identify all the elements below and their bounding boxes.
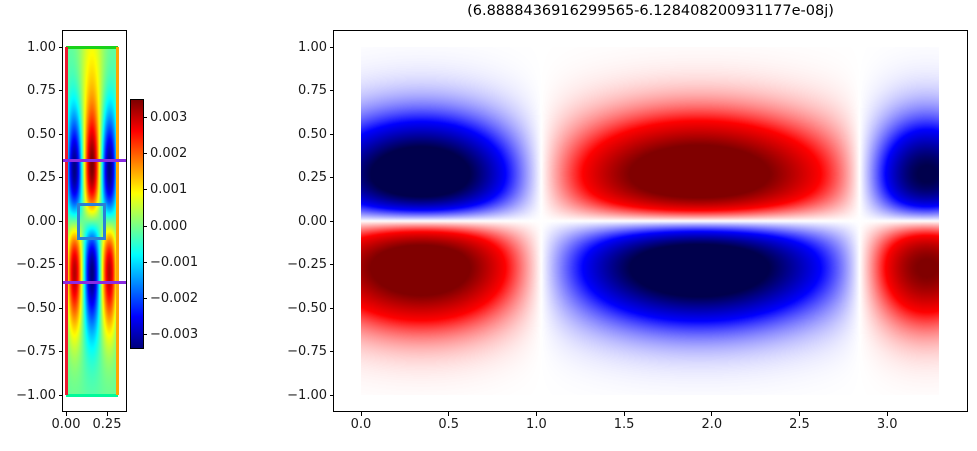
left-xtick-label: 0.00 bbox=[51, 417, 81, 432]
colorbar-gradient bbox=[131, 100, 143, 348]
right-xtick-mark bbox=[360, 412, 362, 416]
right-ytick-mark bbox=[329, 220, 333, 222]
colorbar-tick-mark bbox=[143, 152, 147, 154]
right-xtick-label: 2.5 bbox=[789, 417, 810, 432]
right-xtick-label: 0.5 bbox=[438, 417, 460, 432]
right-ytick-mark bbox=[329, 307, 333, 309]
annotation-hline bbox=[66, 45, 118, 49]
colorbar-tick-label: 0.003 bbox=[150, 109, 188, 125]
right-ytick-label: −0.50 bbox=[287, 300, 327, 316]
left-xtick-mark bbox=[65, 412, 67, 416]
right-plot-title: (6.8888436916299565-6.128408200931177e-0… bbox=[467, 3, 834, 19]
right-ytick-label: −0.25 bbox=[287, 257, 327, 272]
right-ytick-label: 0.75 bbox=[298, 83, 327, 98]
colorbar-tick-label: 0.002 bbox=[150, 145, 188, 161]
left-heatmap-strip bbox=[66, 47, 118, 395]
colorbar-frame bbox=[130, 99, 144, 349]
colorbar-tick-mark bbox=[143, 334, 147, 336]
colorbar-tick-label: −0.001 bbox=[150, 254, 199, 270]
left-ytick-label: 0.75 bbox=[27, 83, 56, 98]
left-ytick-label: −0.25 bbox=[16, 257, 56, 272]
colorbar-tick-label: 0.000 bbox=[150, 218, 188, 234]
left-ytick-mark bbox=[58, 177, 62, 178]
colorbar-tick-label: −0.002 bbox=[150, 291, 199, 307]
right-ytick-mark bbox=[329, 177, 333, 178]
colorbar-tick-mark bbox=[143, 189, 147, 191]
right-xtick-mark bbox=[623, 412, 625, 416]
right-xtick-mark bbox=[886, 412, 888, 416]
left-ytick-label: 0.50 bbox=[27, 126, 56, 142]
right-xtick-label: 1.0 bbox=[526, 417, 547, 432]
right-ytick-mark bbox=[329, 351, 333, 352]
right-ytick-mark bbox=[329, 133, 333, 135]
left-ytick-mark bbox=[58, 264, 62, 265]
colorbar-tick-mark bbox=[143, 116, 147, 118]
right-ytick-label: 0.00 bbox=[298, 213, 327, 229]
colorbar-tick-mark bbox=[143, 298, 147, 300]
right-xtick-mark bbox=[448, 412, 450, 416]
right-ytick-label: −1.00 bbox=[287, 387, 327, 403]
right-xtick-label: 2.0 bbox=[701, 417, 723, 432]
colorbar-tick-label: 0.001 bbox=[150, 182, 188, 198]
left-xtick-mark bbox=[106, 412, 108, 416]
left-axes-frame bbox=[62, 30, 127, 412]
annotation-hline bbox=[66, 393, 118, 397]
right-ytick-label: 1.00 bbox=[298, 39, 327, 55]
left-ytick-mark bbox=[58, 46, 62, 48]
right-xtick-mark bbox=[535, 412, 537, 416]
left-ytick-label: −1.00 bbox=[16, 387, 56, 403]
right-ytick-mark bbox=[329, 46, 333, 48]
right-ytick-label: −0.75 bbox=[287, 344, 327, 359]
left-ytick-label: 1.00 bbox=[27, 39, 56, 55]
left-xtick-label: 0.25 bbox=[92, 417, 122, 432]
right-xtick-label: 0.0 bbox=[350, 417, 372, 432]
right-xtick-label: 1.5 bbox=[613, 417, 635, 432]
right-xtick-label: 3.0 bbox=[876, 417, 898, 432]
right-ytick-mark bbox=[329, 394, 333, 396]
annotation-vline bbox=[65, 47, 69, 395]
annotation-hline bbox=[63, 159, 126, 163]
left-ytick-mark bbox=[58, 220, 62, 222]
annotation-hline bbox=[63, 280, 126, 284]
right-xtick-mark bbox=[711, 412, 713, 416]
right-ytick-mark bbox=[329, 90, 333, 91]
left-ytick-mark bbox=[58, 307, 62, 309]
left-ytick-label: −0.50 bbox=[16, 300, 56, 316]
left-ytick-mark bbox=[58, 133, 62, 135]
left-ytick-label: 0.25 bbox=[27, 170, 56, 185]
right-ytick-label: 0.25 bbox=[298, 170, 327, 185]
colorbar-tick-mark bbox=[143, 225, 147, 227]
right-ytick-label: 0.50 bbox=[298, 126, 327, 142]
left-ytick-mark bbox=[58, 394, 62, 396]
right-heatmap-field bbox=[361, 47, 939, 395]
right-ytick-mark bbox=[329, 264, 333, 265]
left-ytick-label: 0.00 bbox=[27, 213, 56, 229]
right-axes-frame bbox=[333, 30, 968, 412]
left-ytick-mark bbox=[58, 351, 62, 352]
annotation-rect bbox=[77, 203, 106, 240]
left-ytick-mark bbox=[58, 90, 62, 91]
colorbar-tick-label: −0.003 bbox=[150, 327, 199, 343]
left-ytick-label: −0.75 bbox=[16, 344, 56, 359]
colorbar-tick-mark bbox=[143, 261, 147, 263]
right-xtick-mark bbox=[799, 412, 800, 416]
annotation-vline bbox=[115, 47, 119, 395]
